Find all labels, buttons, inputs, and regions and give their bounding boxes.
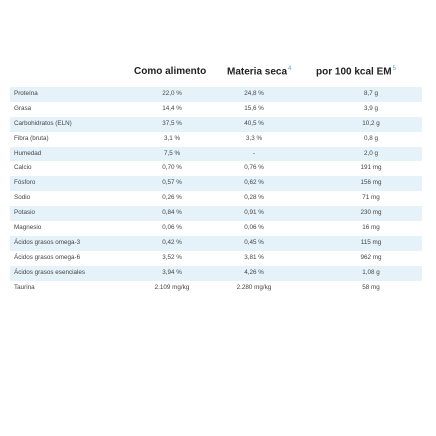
value-como-alimento: 0,70 % — [162, 164, 182, 172]
header-por-100-kcal: por 100 kcal EM5 — [316, 66, 396, 77]
value-materia-seca: 0,28 % — [244, 194, 264, 202]
value-como-alimento: 0,06 % — [162, 224, 182, 232]
nutrient-name: Potasio — [14, 209, 36, 217]
value-materia-seca: 15,6 % — [244, 104, 264, 112]
table-row: Magnesio 0,06 % 0,06 % 16 mg — [10, 221, 422, 236]
value-como-alimento: 0,42 % — [162, 238, 182, 246]
value-como-alimento: 37,5 % — [162, 119, 182, 127]
table-row: Proteína 22,0 % 24,8 % 8,7 g — [10, 87, 422, 102]
value-por-100-kcal: 10,2 g — [362, 119, 380, 127]
table-row: Fibra (bruta) 3,1 % 3,3 % 0,8 g — [10, 132, 422, 147]
table-row: Sodio 0,26 % 0,28 % 71 mg — [10, 191, 422, 206]
nutrient-name: Humedad — [14, 149, 42, 157]
table-row: Fósforo 0,57 % 0,62 % 156 mg — [10, 176, 422, 192]
value-por-100-kcal: 3,9 g — [363, 104, 378, 112]
value-materia-seca: - — [252, 149, 256, 157]
value-como-alimento: 0,57 % — [162, 179, 182, 187]
value-como-alimento: 0,26 % — [162, 194, 182, 202]
header-materia-seca: Materia seca4 — [227, 66, 291, 77]
value-como-alimento: 3,1 % — [163, 134, 181, 142]
value-como-alimento: 3,94 % — [162, 268, 182, 276]
value-materia-seca: 0,06 % — [244, 224, 264, 232]
value-por-100-kcal: 71 mg — [362, 194, 380, 202]
nutrient-name: Sodio — [14, 194, 31, 202]
value-materia-seca: 40,5 % — [244, 119, 264, 127]
value-por-100-kcal: 16 mg — [362, 224, 380, 232]
nutrient-name: Fósforo — [14, 179, 36, 187]
value-por-100-kcal: 0,8 g — [363, 134, 378, 142]
value-materia-seca: 24,8 % — [244, 90, 264, 97]
nutrient-name: Taurina — [14, 283, 35, 291]
value-materia-seca: 2.280 mg/kg — [236, 283, 272, 291]
nutrient-name: Ácidos grasos esenciales — [14, 268, 86, 276]
header-como-alimento: Como alimento — [134, 66, 207, 77]
table-row: Ácidos grasos esenciales 3,94 % 4,26 % 1,08… — [10, 265, 422, 281]
table-row: Ácidos grasos omega-6 3,52 % 3,81 % 962 mg — [10, 251, 422, 266]
value-materia-seca: 3,81 % — [244, 253, 264, 261]
table-row: Calcio 0,70 % 0,76 % 191 mg — [10, 161, 422, 176]
value-como-alimento: 0,84 % — [162, 209, 182, 217]
value-por-100-kcal: 2,0 g — [363, 149, 378, 157]
value-materia-seca: 3,3 % — [245, 134, 263, 142]
value-como-alimento: 22,0 % — [162, 90, 182, 97]
value-por-100-kcal: 1,08 g — [362, 268, 380, 276]
value-como-alimento: 3,52 % — [162, 253, 182, 261]
nutrient-name: Carbohidratos (ELN) — [14, 119, 72, 127]
footnote-ref-4[interactable]: 4 — [288, 66, 292, 72]
nutrient-name: Fibra (bruta) — [14, 134, 49, 142]
value-por-100-kcal: 962 mg — [360, 253, 382, 261]
value-por-100-kcal: 156 mg — [360, 179, 382, 187]
value-materia-seca: 0,45 % — [244, 238, 264, 246]
table-header: Como alimento Materia seca4 por 100 kcal… — [0, 66, 436, 82]
value-como-alimento: 14,4 % — [162, 104, 182, 112]
nutrient-name: Ácidos grasos omega-3 — [14, 238, 81, 246]
nutrient-name: Grasa — [14, 104, 32, 112]
value-por-100-kcal: 8,7 g — [363, 90, 378, 97]
nutrient-name: Calcio — [14, 164, 32, 172]
value-por-100-kcal: 230 mg — [360, 209, 382, 217]
value-materia-seca: 4,26 % — [244, 268, 264, 276]
header-por-100-kcal-label: por 100 kcal EM — [316, 66, 392, 78]
header-materia-seca-label: Materia seca — [227, 66, 288, 78]
table-body: Proteína 22,0 % 24,8 % 8,7 g Grasa 14,4 % 15,6… — [10, 87, 422, 295]
value-materia-seca: 0,76 % — [244, 164, 264, 172]
nutrient-name: Ácidos grasos omega-6 — [14, 253, 81, 261]
table-row: Taurina 2.109 mg/kg 2.280 mg/kg 58 mg — [10, 281, 422, 296]
value-por-100-kcal: 191 mg — [360, 164, 382, 172]
table-row: Carbohidratos (ELN) 37,5 % 40,5 % 10,2 g — [10, 116, 422, 132]
value-por-100-kcal: 115 mg — [360, 238, 382, 246]
nutrient-name: Magnesio — [14, 224, 42, 232]
nutrient-name: Proteína — [14, 90, 38, 97]
value-como-alimento: 7,5 % — [163, 149, 181, 157]
table-row: Grasa 14,4 % 15,6 % 3,9 g — [10, 102, 422, 117]
footnote-ref-5[interactable]: 5 — [392, 66, 396, 72]
table-row: Humedad 7,5 % - 2,0 g — [10, 146, 422, 162]
value-por-100-kcal: 58 mg — [362, 283, 380, 291]
table-row: Ácidos grasos omega-3 0,42 % 0,45 % 115 mg — [10, 235, 422, 251]
value-materia-seca: 0,91 % — [244, 209, 264, 217]
value-materia-seca: 0,62 % — [244, 179, 264, 187]
table-row: Potasio 0,84 % 0,91 % 230 mg — [10, 206, 422, 222]
value-como-alimento: 2.109 mg/kg — [154, 283, 190, 291]
